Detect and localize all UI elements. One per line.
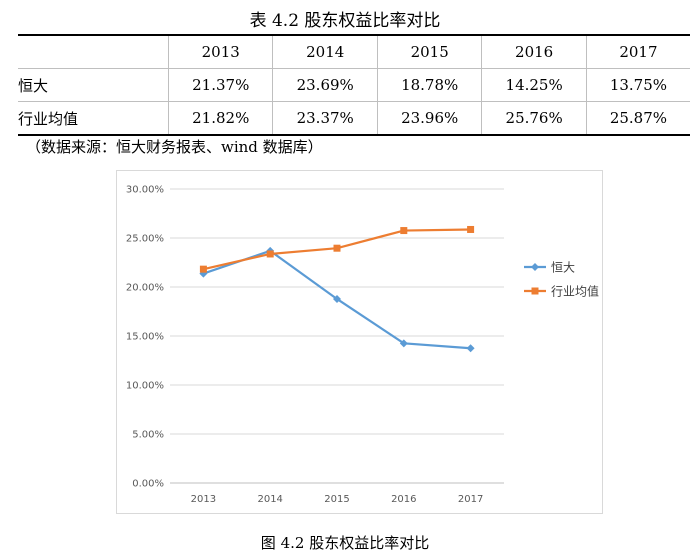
y-tick-label: 30.00%	[126, 185, 164, 196]
table-row: 行业均值 21.82% 23.37% 23.96% 25.76% 25.87%	[18, 101, 690, 136]
y-tick-label: 10.00%	[126, 381, 164, 392]
table-cell: 18.78%	[376, 68, 482, 102]
table-header-cell: 2017	[585, 34, 690, 69]
legend-label: 行业均值	[551, 284, 599, 299]
table-header-cell: 2015	[376, 34, 482, 69]
y-tick-label: 0.00%	[132, 479, 164, 490]
table-header-row: 2013 2014 2015 2016 2017	[18, 34, 690, 69]
table-cell: 25.76%	[481, 101, 587, 136]
data-table: 2013 2014 2015 2016 2017 恒大 21.37% 23.69…	[18, 34, 690, 136]
row-label: 恒大	[18, 68, 169, 102]
data-point	[399, 339, 408, 348]
legend-marker	[531, 287, 539, 295]
y-tick-label: 15.00%	[126, 332, 164, 343]
row-label: 行业均值	[18, 101, 169, 136]
figure-caption: 图 4.2 股东权益比率对比	[260, 534, 430, 552]
data-point	[400, 227, 408, 235]
table-cell: 13.75%	[585, 68, 690, 102]
data-point	[266, 250, 274, 258]
data-point	[199, 265, 207, 273]
y-tick-label: 5.00%	[132, 430, 164, 441]
table-row: 恒大 21.37% 23.69% 18.78% 14.25% 13.75%	[18, 68, 690, 102]
data-point	[333, 244, 341, 252]
y-tick-label: 20.00%	[126, 283, 164, 294]
table-header-cell: 2014	[272, 34, 378, 69]
x-tick-label: 2017	[458, 494, 483, 505]
x-tick-label: 2014	[257, 494, 282, 505]
data-point	[333, 294, 341, 303]
source-note: （数据来源：恒大财务报表、wind 数据库）	[26, 138, 323, 156]
x-tick-label: 2016	[391, 494, 416, 505]
y-tick-label: 25.00%	[126, 234, 164, 245]
table-header-cell: 2013	[167, 34, 273, 69]
table-cell: 23.69%	[272, 68, 378, 102]
table-cell: 21.37%	[167, 68, 273, 102]
chart-frame: 0.00% 5.00% 10.00% 15.00% 20.00% 25.00% 30.00%…	[116, 170, 603, 514]
table-cell: 23.37%	[272, 101, 378, 136]
table-cell: 25.87%	[585, 101, 690, 136]
x-tick-label: 2013	[191, 494, 216, 505]
table-cell: 23.96%	[376, 101, 482, 136]
table-title: 表 4.2 股东权益比率对比	[249, 11, 441, 31]
x-tick-label: 2015	[324, 494, 349, 505]
table-cell: 21.82%	[167, 101, 273, 136]
data-point	[466, 344, 475, 353]
legend-label: 恒大	[551, 261, 575, 275]
line-chart: 0.00% 5.00% 10.00% 15.00% 20.00% 25.00% 30.00%…	[126, 185, 599, 506]
table-header-cell	[18, 34, 169, 69]
table-cell: 14.25%	[481, 68, 587, 102]
table-header-cell: 2016	[481, 34, 587, 69]
legend-marker	[531, 263, 539, 271]
data-point	[467, 225, 475, 233]
